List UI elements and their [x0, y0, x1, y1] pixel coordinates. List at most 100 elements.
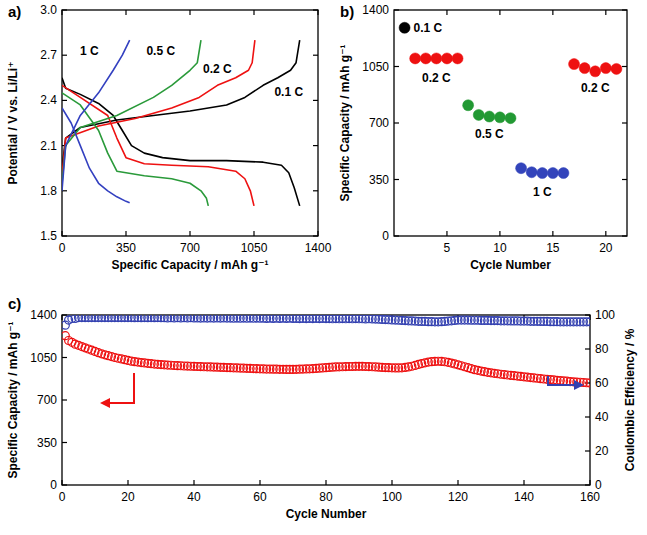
- point: [547, 168, 558, 179]
- point: [586, 318, 590, 326]
- y-tick: [622, 122, 627, 123]
- x-tick: [605, 231, 606, 236]
- y-tick: [313, 9, 318, 10]
- x-tick: [189, 10, 190, 15]
- point: [494, 112, 505, 123]
- y2-tick-label: 40: [595, 410, 609, 424]
- y-tick: [622, 235, 627, 236]
- x-tick: [61, 315, 62, 320]
- y-tick: [62, 235, 67, 236]
- y-tick-label: 0: [50, 478, 57, 492]
- y-tick: [62, 399, 67, 400]
- annotation: 0.2 C: [203, 62, 232, 76]
- x-tick-label: 60: [253, 490, 267, 504]
- x-tick: [589, 480, 590, 485]
- y-tick-label: 1.8: [40, 184, 57, 198]
- panel-label: a): [8, 3, 21, 20]
- series-label: 1 C: [533, 185, 552, 199]
- plot-data: [399, 22, 622, 178]
- y-tick: [62, 357, 67, 358]
- point: [590, 66, 601, 77]
- series-label: 0.2 C: [581, 81, 610, 95]
- x-axis-title: Cycle Number: [470, 258, 551, 272]
- panel-label: b): [340, 3, 354, 20]
- point: [484, 111, 495, 122]
- point: [410, 53, 421, 64]
- y-tick-label: 700: [369, 116, 389, 130]
- y-tick: [394, 179, 399, 180]
- y2-tick: [585, 484, 590, 485]
- x-tick-label: 20: [121, 490, 135, 504]
- y2-tick-label: 60: [595, 376, 609, 390]
- x-tick: [457, 480, 458, 485]
- arrow-head: [574, 380, 584, 390]
- y-tick: [313, 145, 318, 146]
- y-tick: [622, 9, 627, 10]
- y2-tick-label: 80: [595, 342, 609, 356]
- panel-label: c): [8, 295, 21, 312]
- panel: 0350700105014001.51.82.12.42.73.0Specifi…: [6, 3, 332, 272]
- x-tick-label: 140: [514, 490, 534, 504]
- y-tick-label: 1050: [362, 60, 389, 74]
- x-tick: [61, 231, 62, 236]
- series-label: 0.5 C: [475, 127, 504, 141]
- point: [452, 53, 463, 64]
- y-tick-label: 350: [37, 436, 57, 450]
- x-tick-label: 1050: [241, 241, 268, 255]
- x-tick-label: 5: [444, 241, 451, 255]
- y-tick: [62, 55, 67, 56]
- point: [569, 59, 580, 70]
- point: [537, 168, 548, 179]
- x-tick: [391, 480, 392, 485]
- y-tick-label: 1050: [30, 351, 57, 365]
- panel: 5101520035070010501400Cycle NumberSpecif…: [338, 3, 627, 272]
- x-tick: [253, 10, 254, 15]
- x-tick-label: 20: [599, 241, 613, 255]
- y2-tick-label: 20: [595, 444, 609, 458]
- x-tick: [499, 10, 500, 15]
- y-tick-label: 0: [382, 229, 389, 243]
- curve: [62, 108, 130, 203]
- point: [579, 63, 590, 74]
- x-tick-label: 100: [382, 490, 402, 504]
- y-tick: [394, 66, 399, 67]
- point: [463, 100, 474, 111]
- point: [611, 63, 622, 74]
- x-tick: [253, 231, 254, 236]
- series-label: 0.2 C: [422, 71, 451, 85]
- x-tick: [125, 10, 126, 15]
- y-tick-label: 2.4: [40, 93, 57, 107]
- annotation: 0.1 C: [274, 85, 303, 99]
- y-tick-label: 350: [369, 173, 389, 187]
- y-axis-title: Specific Capacity / mAh g⁻¹: [338, 44, 352, 201]
- x-tick: [61, 480, 62, 485]
- x-tick: [189, 231, 190, 236]
- y-tick: [62, 442, 67, 443]
- arrow: [548, 376, 576, 385]
- x-tick: [552, 231, 553, 236]
- y2-tick-label: 0: [595, 478, 602, 492]
- x-tick-label: 160: [580, 490, 600, 504]
- x-tick: [125, 231, 126, 236]
- x-tick: [499, 231, 500, 236]
- plot-data: [62, 40, 300, 206]
- curve: [62, 40, 130, 191]
- plot-frame: [62, 10, 318, 236]
- y-tick-label: 2.7: [40, 48, 57, 62]
- y2-tick: [585, 314, 590, 315]
- x-tick-label: 350: [116, 241, 136, 255]
- x-tick: [259, 480, 260, 485]
- arrow: [108, 373, 134, 403]
- y-tick: [394, 122, 399, 123]
- point: [516, 163, 527, 174]
- point: [441, 53, 452, 64]
- labels: 1 C0.5 C0.2 C0.1 C: [80, 44, 303, 99]
- point: [600, 63, 611, 74]
- point: [473, 109, 484, 120]
- y-tick-label: 700: [37, 393, 57, 407]
- y-axis-title: Potential / V vs. Li/Li⁺: [6, 61, 20, 184]
- x-tick: [325, 480, 326, 485]
- curve: [62, 78, 300, 206]
- point: [431, 53, 442, 64]
- y-tick: [313, 235, 318, 236]
